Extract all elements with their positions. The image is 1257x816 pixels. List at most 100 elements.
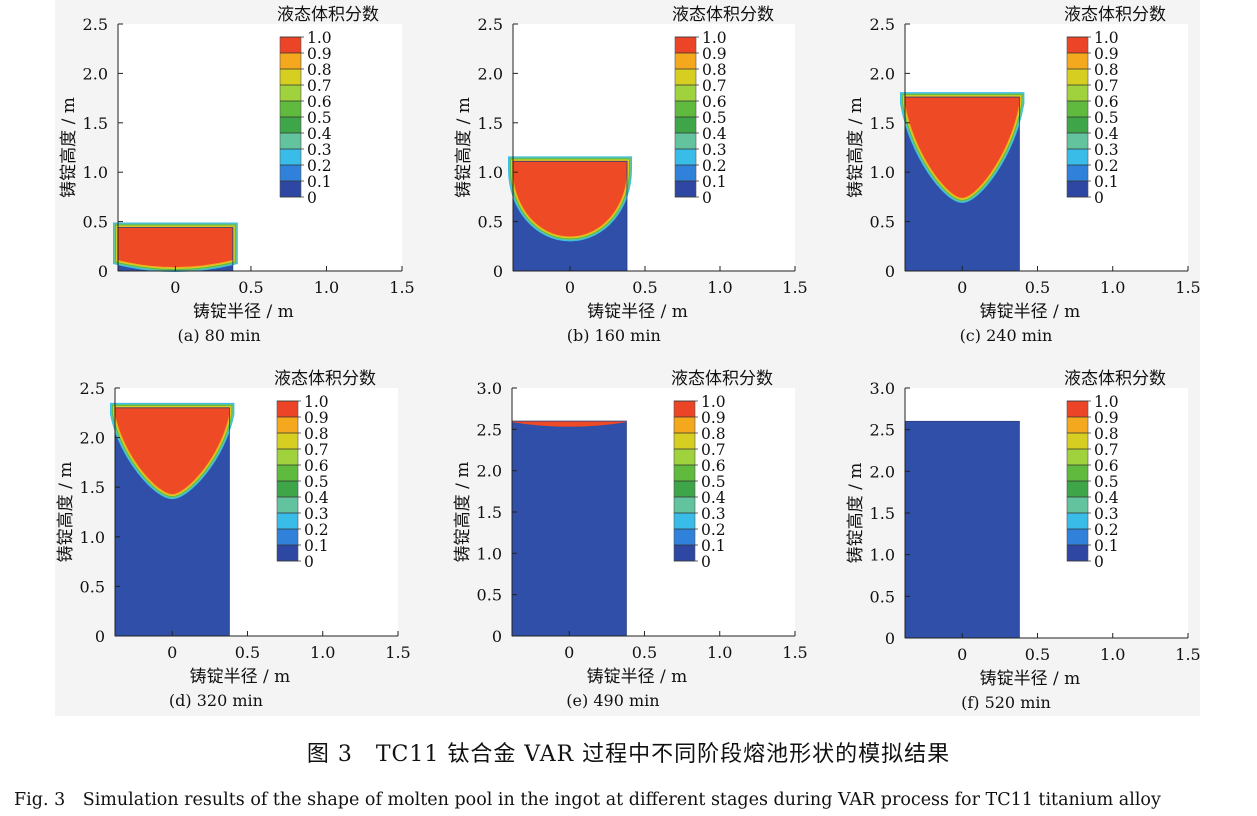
colorbar-title: 液态体积分数	[277, 5, 379, 25]
colorbar-label: 0.4	[701, 489, 726, 507]
y-tick-label: 1.5	[870, 114, 895, 133]
colorbar-label: 0.7	[702, 77, 727, 95]
colorbar-swatch	[277, 465, 298, 481]
panel-d: 0 0.5 1.0 1.5 2.0 2.5 0 0.5 1.0 1.5 铸锭半径 / m 铸锭高度 /…	[56, 369, 411, 710]
colorbar-label: 0.1	[701, 537, 726, 555]
molten-pool	[115, 407, 230, 495]
colorbar-label: 0.2	[1094, 157, 1119, 175]
y-tick-label: 1.5	[870, 504, 895, 523]
panel-a: 0 0.5 1.0 1.5 2.0 2.5 0 0.5 1.0 1.5 铸锭半径 / m 铸锭高度 /…	[59, 5, 415, 345]
colorbar-label: 0.1	[1094, 173, 1119, 191]
colorbar-label: 0.3	[304, 505, 329, 523]
colorbar-label: 0.9	[1094, 45, 1119, 63]
colorbar-label: 0.2	[304, 521, 329, 539]
colorbar-swatch	[675, 117, 696, 133]
colorbar-swatch	[277, 513, 298, 529]
y-tick-label: 0.5	[80, 577, 105, 596]
colorbar-label: 0.8	[702, 61, 727, 79]
colorbar-label: 0.9	[304, 409, 329, 427]
colorbar-swatch	[675, 165, 696, 181]
colorbar-label: 0.6	[307, 93, 332, 111]
colorbar-label: 0.3	[701, 505, 726, 523]
colorbar-title: 液态体积分数	[1064, 5, 1166, 25]
colorbar-swatch	[675, 133, 696, 149]
colorbar-swatch	[675, 37, 696, 53]
y-tick-label: 0	[885, 629, 895, 648]
x-axis-label: 铸锭半径 / m	[190, 667, 291, 687]
x-axis-label: 铸锭半径 / m	[587, 667, 688, 687]
colorbar-swatch	[675, 149, 696, 165]
colorbar-label: 1.0	[702, 29, 727, 47]
y-tick-label: 1.5	[477, 503, 502, 522]
colorbar-label: 0.2	[307, 157, 332, 175]
colorbar-label: 0	[1094, 189, 1104, 207]
x-tick-label: 0.5	[632, 278, 657, 297]
molten-pool	[513, 161, 627, 237]
colorbar-swatch	[1067, 149, 1088, 165]
colorbar-swatch	[674, 433, 695, 449]
colorbar-swatch	[277, 481, 298, 497]
panel-b: 0 0.5 1.0 1.5 2.0 2.5 0 0.5 1.0 1.5 铸锭半径 / m 铸锭高度 /…	[454, 5, 808, 345]
colorbar-swatch	[675, 69, 696, 85]
colorbar-label: 0.6	[1094, 93, 1119, 111]
colorbar-label: 0.2	[702, 157, 727, 175]
x-tick-label: 0	[170, 278, 180, 297]
colorbar-label: 0.4	[702, 125, 727, 143]
molten-pool	[905, 97, 1020, 198]
x-tick-label: 0	[957, 645, 967, 664]
x-tick-label: 0.5	[1025, 645, 1050, 664]
panel-f: 0 0.5 1.0 1.5 2.0 2.5 3.0 0 0.5 1.0 1.5 铸锭半径 / m 铸锭高…	[846, 369, 1201, 712]
y-axis-label: 铸锭高度 / m	[454, 97, 474, 198]
colorbar-swatch	[277, 449, 298, 465]
colorbar-label: 0.8	[307, 61, 332, 79]
colorbar-swatch	[675, 85, 696, 101]
colorbar-label: 0.4	[1094, 489, 1119, 507]
colorbar-label: 0.5	[304, 473, 329, 491]
y-tick-label: 2.0	[478, 64, 503, 83]
colorbar-swatch	[1067, 433, 1088, 449]
colorbar-swatch	[280, 69, 301, 85]
colorbar-swatch	[1067, 529, 1088, 545]
x-tick-label: 0	[565, 278, 575, 297]
colorbar-swatch	[1067, 417, 1088, 433]
colorbar-swatch	[280, 101, 301, 117]
colorbar-title: 液态体积分数	[671, 369, 773, 389]
colorbar-label: 1.0	[701, 393, 726, 411]
ingot-solid	[905, 421, 1020, 638]
colorbar-label: 0.4	[1094, 125, 1119, 143]
y-tick-label: 2.5	[80, 379, 105, 398]
colorbar-swatch	[674, 465, 695, 481]
colorbar-label: 0.7	[1094, 441, 1119, 459]
colorbar-label: 0.8	[304, 425, 329, 443]
colorbar-label: 0.5	[702, 109, 727, 127]
x-tick-label: 1.5	[1175, 645, 1200, 664]
colorbar-label: 0.6	[701, 457, 726, 475]
colorbar-swatch	[674, 401, 695, 417]
colorbar-label: 0.3	[702, 141, 727, 159]
y-tick-label: 0.5	[870, 213, 895, 232]
colorbar-label: 0.5	[307, 109, 332, 127]
y-tick-label: 2.5	[870, 15, 895, 34]
y-axis-label: 铸锭高度 / m	[453, 462, 473, 563]
colorbar-swatch	[674, 417, 695, 433]
x-tick-label: 0.5	[238, 278, 263, 297]
colorbar-label: 0.1	[1094, 537, 1119, 555]
x-tick-label: 0.5	[632, 643, 657, 662]
y-tick-label: 1.0	[477, 544, 502, 563]
y-tick-label: 2.0	[83, 64, 108, 83]
colorbar-label: 0	[1094, 553, 1104, 571]
colorbar-swatch	[277, 417, 298, 433]
colorbar-swatch	[674, 497, 695, 513]
colorbar-swatch	[675, 181, 696, 197]
colorbar-label: 1.0	[1094, 393, 1119, 411]
x-tick-label: 1.5	[385, 643, 410, 662]
y-tick-label: 3.0	[477, 379, 502, 398]
colorbar-label: 0.7	[701, 441, 726, 459]
colorbar-label: 0	[304, 553, 314, 571]
y-tick-label: 0	[493, 262, 503, 281]
colorbar-swatch	[1067, 85, 1088, 101]
colorbar-label: 0.6	[702, 93, 727, 111]
colorbar-swatch	[277, 529, 298, 545]
colorbar-swatch	[280, 53, 301, 69]
y-tick-label: 0.5	[870, 587, 895, 606]
